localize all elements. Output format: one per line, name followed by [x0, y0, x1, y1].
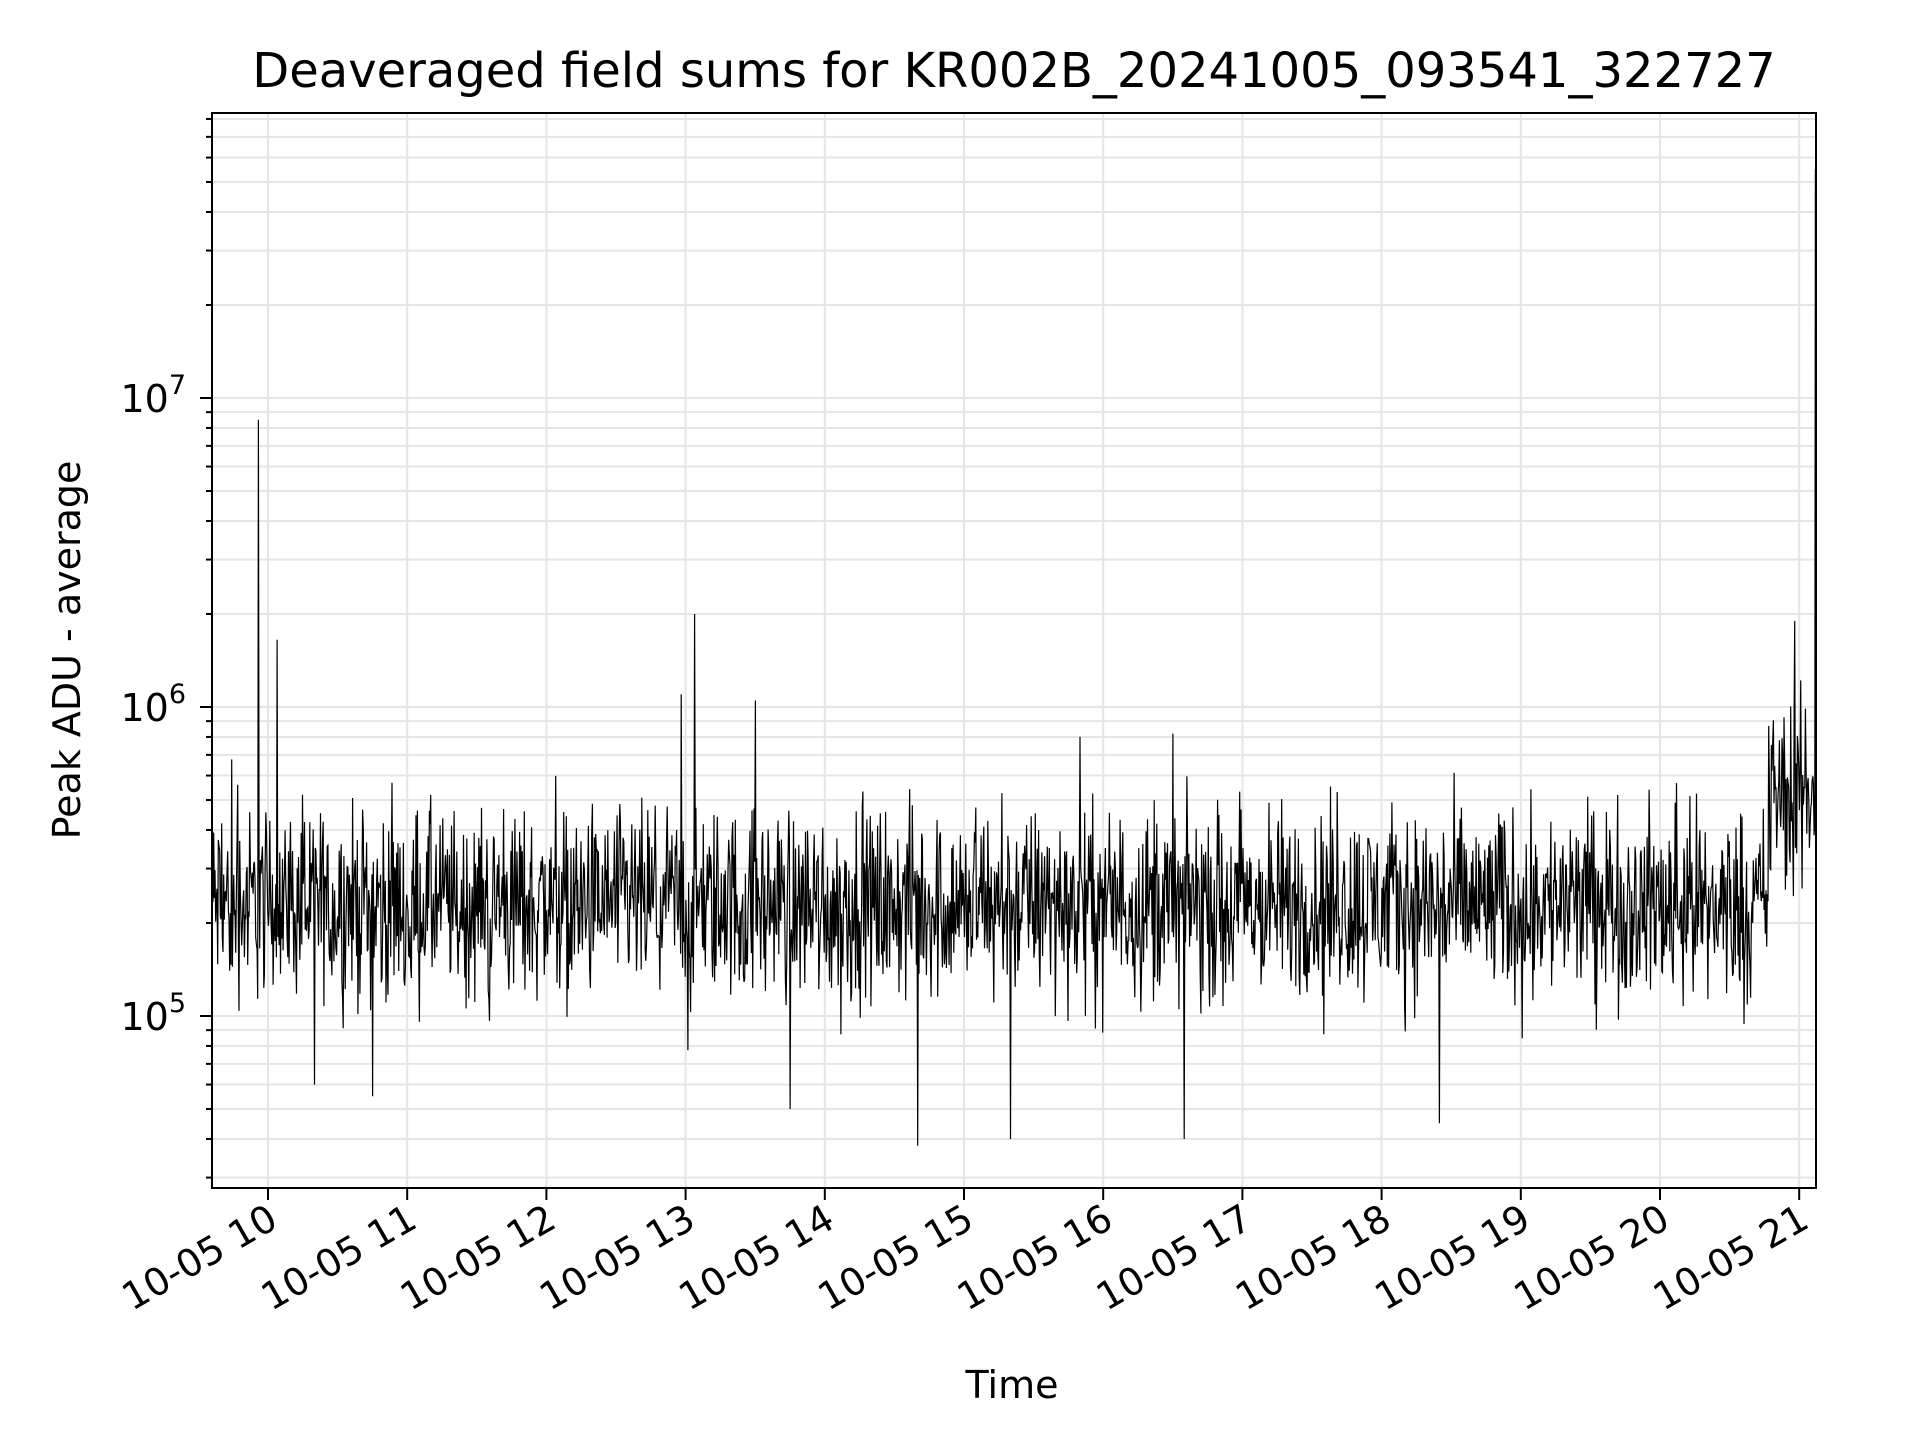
y-tick-exponent: 7 [169, 370, 186, 401]
y-tick-label: 106 [120, 679, 186, 730]
plot-area-frame [211, 112, 1817, 1189]
y-tick-label: 105 [120, 988, 186, 1039]
y-axis-label: Peak ADU - average [45, 461, 89, 840]
y-tick-base: 10 [120, 377, 168, 421]
y-tick-label: 107 [120, 370, 186, 421]
series-line [211, 169, 1816, 1146]
x-axis-label: Time [965, 1363, 1059, 1407]
y-tick-exponent: 5 [169, 988, 186, 1019]
data-series [211, 169, 1816, 1146]
y-tick-base: 10 [120, 686, 168, 730]
grid [212, 113, 1816, 1188]
y-tick-base: 10 [120, 995, 168, 1039]
y-tick-exponent: 6 [169, 679, 186, 710]
chart-title: Deaveraged field sums for KR002B_2024100… [252, 43, 1775, 99]
